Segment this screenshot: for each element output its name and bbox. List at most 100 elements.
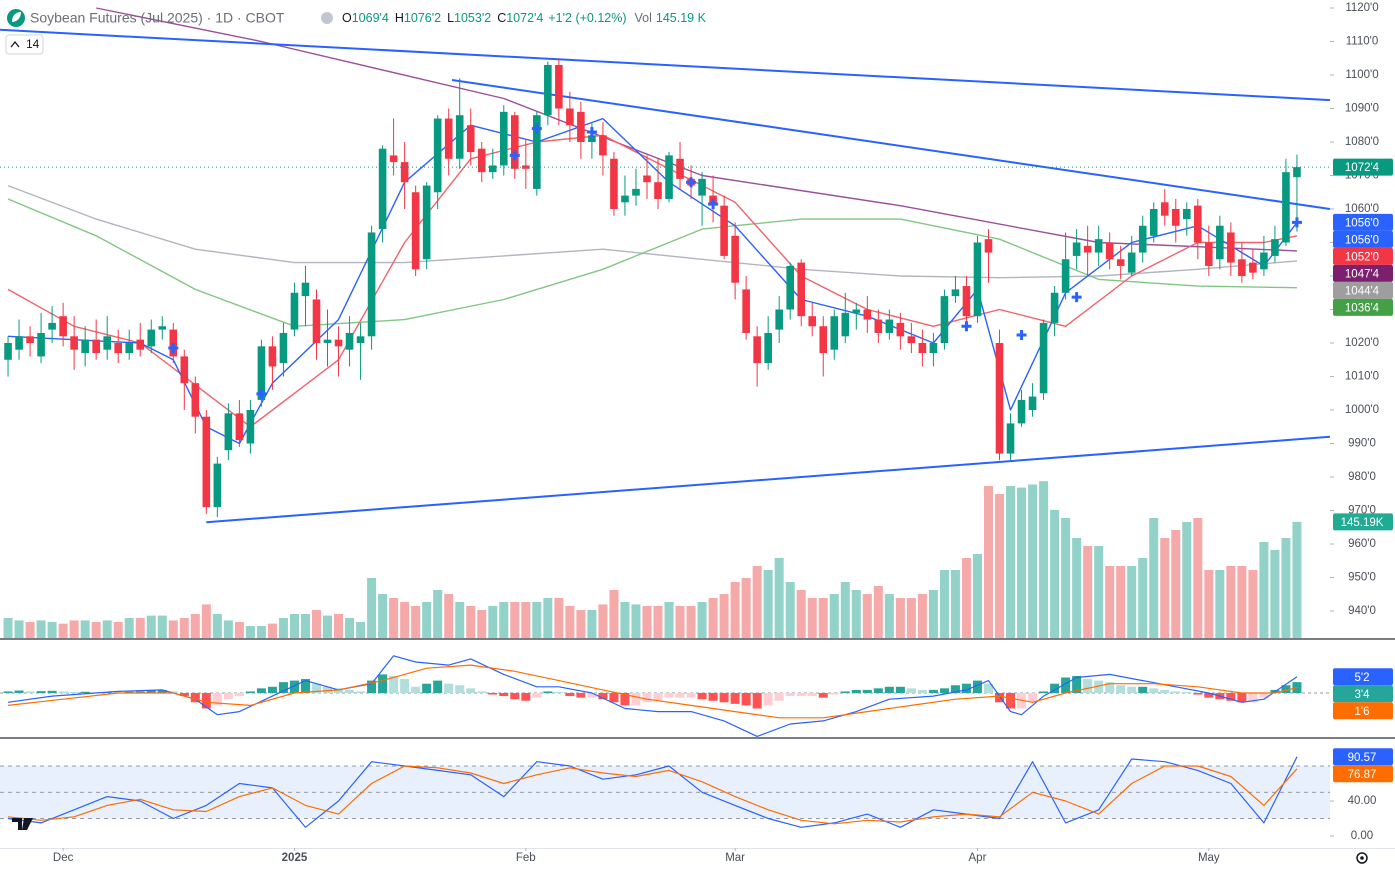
price-tag-label: 3'4 — [1355, 689, 1371, 701]
histogram-bar — [664, 692, 674, 698]
candle-body — [577, 111, 585, 143]
x-tick-label: May — [1198, 852, 1220, 864]
histogram-bar — [807, 692, 817, 697]
histogram-bar — [58, 691, 68, 693]
histogram-bar — [146, 690, 156, 693]
candle-body — [257, 346, 266, 400]
volume-bar — [477, 610, 487, 638]
volume-bar — [1072, 538, 1082, 638]
histogram-bar — [708, 692, 718, 701]
volume-bar — [741, 578, 751, 638]
settings-icon[interactable] — [1356, 852, 1368, 864]
candle-body — [566, 108, 574, 126]
volume-bar — [1292, 521, 1302, 638]
volume-bar — [532, 602, 542, 638]
candle-body — [103, 336, 111, 350]
y-tick-label: 1020'0 — [1345, 337, 1379, 349]
histogram-bar — [378, 674, 388, 693]
volume-bar — [1006, 486, 1016, 638]
candle-body — [334, 339, 343, 347]
histogram-bar — [631, 692, 641, 706]
ohlc-key: L — [447, 11, 454, 25]
candle-body — [499, 111, 508, 166]
candle-body — [621, 195, 629, 203]
y-tick-label: 940'0 — [1348, 605, 1376, 617]
candle-body — [742, 289, 750, 333]
indicators-toggle[interactable] — [5, 34, 44, 55]
histogram-bar — [950, 685, 960, 693]
candle-body — [92, 339, 100, 354]
volume-bar — [1215, 570, 1225, 638]
candle-body — [59, 316, 67, 337]
price-tag-label: 1044'4 — [1345, 285, 1380, 297]
volume-bar — [1204, 570, 1214, 638]
histogram-bar — [356, 691, 366, 693]
histogram-bar — [1160, 689, 1170, 693]
histogram-bar — [895, 686, 905, 693]
histogram-bar — [1050, 683, 1060, 693]
candle-body — [764, 332, 772, 364]
volume-bar — [873, 586, 883, 638]
volume-bar — [323, 615, 333, 638]
histogram-bar — [840, 691, 850, 693]
histogram-bar — [653, 692, 663, 701]
histogram-bar — [939, 688, 949, 693]
candle-body — [224, 413, 233, 451]
volume-bar — [1270, 550, 1280, 638]
histogram-bar — [917, 689, 927, 693]
candle-body — [698, 178, 706, 196]
histogram-bar — [1226, 692, 1236, 701]
chart-title: Soybean Futures (Jul 2025) · 1D · CBOT — [30, 10, 285, 26]
moving-average — [7, 184, 1298, 279]
histogram-bar — [1182, 692, 1192, 693]
tv-logo — [12, 818, 33, 830]
histogram-bar — [774, 692, 784, 701]
price-tag-label: 1056'0 — [1345, 217, 1379, 229]
histogram-bar — [906, 688, 916, 693]
histogram-bar — [862, 689, 872, 693]
price-tag — [1333, 702, 1393, 720]
volume-bar — [311, 610, 321, 638]
candle-body — [345, 332, 354, 350]
volume-bar — [972, 554, 982, 638]
volume-bar — [818, 598, 828, 638]
ohlc-key: H — [395, 11, 404, 25]
ohlc-key: O — [342, 11, 352, 25]
histogram-bar — [411, 686, 421, 693]
candle-body — [896, 322, 905, 337]
candle-body — [136, 339, 145, 350]
histogram-bar — [972, 680, 982, 693]
volume-bar — [1193, 518, 1203, 638]
candle-body — [48, 322, 56, 330]
volume-bar — [179, 618, 189, 638]
candle-body — [70, 336, 78, 350]
collapse-icon — [10, 40, 20, 48]
histogram-bar — [433, 680, 443, 693]
volume-bar — [47, 622, 57, 638]
signal-marker — [586, 126, 597, 137]
volume-bar — [267, 623, 277, 638]
volume-bar — [686, 606, 696, 638]
histogram-bar — [741, 692, 751, 706]
histogram-bar — [1281, 685, 1291, 693]
candle-body — [1028, 396, 1037, 411]
volume-bar — [91, 622, 101, 638]
histogram-bar — [1127, 686, 1137, 693]
price-tag — [1333, 230, 1393, 248]
candle-body — [26, 336, 34, 344]
price-tag-label: 1056'0 — [1345, 234, 1379, 246]
histogram-bar — [983, 683, 993, 693]
price-tag-label: 5'2 — [1355, 672, 1370, 684]
candle-body — [819, 326, 828, 354]
candle-body — [544, 64, 552, 116]
y-tick-label: 40.00 — [1348, 795, 1377, 807]
candle-body — [1238, 259, 1246, 277]
volume-bar — [829, 594, 839, 638]
histogram-bar — [1039, 691, 1049, 693]
candle-body — [1293, 167, 1301, 178]
candle-body — [312, 299, 321, 344]
candle-body — [422, 185, 431, 260]
x-tick-label: Feb — [516, 852, 536, 864]
candle-body — [114, 343, 123, 354]
